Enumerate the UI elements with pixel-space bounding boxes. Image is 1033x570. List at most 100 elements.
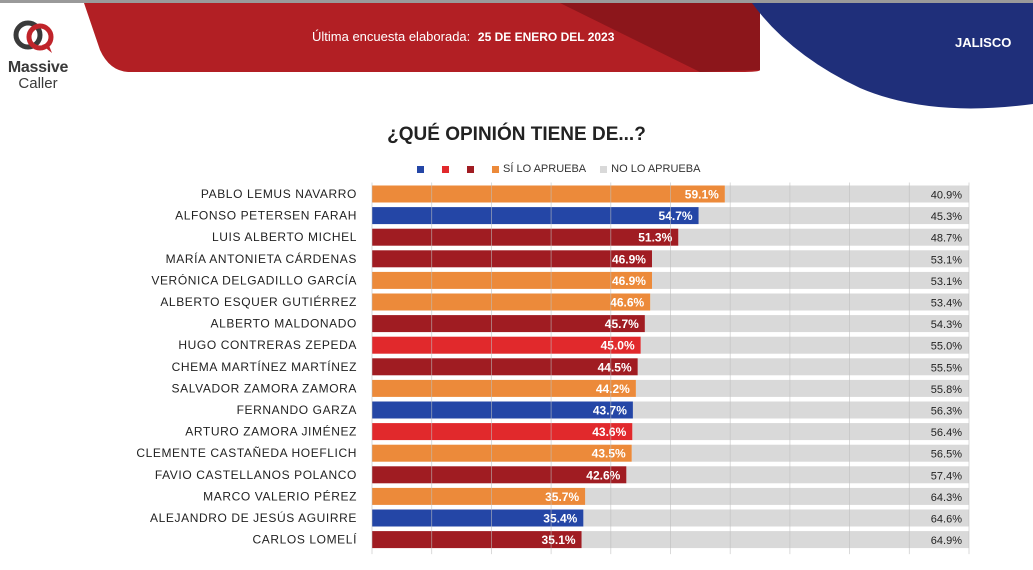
legend-item: SÍ LO APRUEBA — [492, 163, 586, 175]
category-label: MARÍA ANTONIETA CÁRDENAS — [166, 251, 357, 266]
disapprove-bar — [651, 271, 969, 289]
legend-item — [417, 165, 428, 173]
disapprove-bar — [640, 336, 969, 354]
approve-bar — [372, 250, 652, 268]
approve-bar — [372, 358, 638, 376]
approve-value-label: 43.6% — [592, 425, 626, 439]
approve-bar — [372, 401, 633, 419]
disapprove-bar — [678, 228, 969, 246]
banner-blue-shape — [752, 3, 1033, 109]
approve-bar — [372, 315, 645, 333]
legend-swatch — [492, 165, 499, 173]
legend-swatch — [417, 165, 424, 173]
disapprove-value-label: 53.4% — [931, 298, 962, 310]
disapprove-value-label: 55.5% — [931, 362, 962, 374]
disapprove-bar — [631, 444, 969, 462]
disapprove-bar — [651, 250, 969, 268]
disapprove-value-label: 55.8% — [931, 384, 962, 396]
disapprove-value-label: 56.4% — [931, 427, 962, 439]
disapprove-value-label: 55.0% — [931, 341, 962, 353]
legend-swatch — [467, 165, 474, 173]
disapprove-bar — [698, 207, 969, 225]
disapprove-bar — [585, 487, 969, 505]
approve-bar — [372, 293, 651, 311]
banner-red-shade — [560, 3, 760, 72]
top-border-line — [0, 0, 1033, 3]
logo-wordmark-line2: Caller — [18, 75, 58, 92]
disapprove-bar — [632, 401, 969, 419]
approve-value-label: 54.7% — [659, 209, 693, 223]
category-label: ALEJANDRO DE JESÚS AGUIRRE — [150, 510, 357, 525]
disapprove-bar — [650, 293, 969, 311]
category-label: MARCO VALERIO PÉREZ — [203, 488, 357, 503]
chart-title: ¿QUÉ OPINIÓN TIENE DE...? — [387, 124, 646, 145]
survey-date: 25 DE ENERO DEL 2023 — [477, 30, 615, 44]
approve-bar — [372, 207, 699, 225]
disapprove-value-label: 48.7% — [931, 233, 962, 245]
approve-value-label: 35.7% — [545, 490, 579, 504]
disapprove-value-label: 56.3% — [931, 406, 962, 418]
approve-value-label: 59.1% — [685, 188, 719, 202]
category-label: ALBERTO ESQUER GUTIÉRREZ — [160, 294, 357, 309]
approve-bar — [372, 487, 586, 505]
approve-bar — [372, 531, 582, 549]
disapprove-value-label: 45.3% — [931, 211, 962, 223]
approve-value-label: 46.9% — [612, 274, 646, 288]
survey-date-line: Última encuesta elaborada: 25 DE ENERO D… — [312, 29, 614, 44]
approve-value-label: 45.7% — [605, 317, 639, 331]
approve-value-label: 51.3% — [638, 231, 672, 245]
banner-red-shape — [84, 3, 760, 72]
approve-value-label: 46.9% — [612, 252, 646, 266]
header-banner — [84, 3, 1033, 109]
disapprove-bar — [583, 509, 969, 527]
legend-item — [467, 165, 478, 173]
legend-swatch — [600, 165, 608, 173]
approve-value-label: 46.6% — [610, 296, 644, 310]
category-label: FERNANDO GARZA — [237, 403, 357, 417]
category-label: CARLOS LOMELÍ — [253, 532, 358, 547]
category-label: SALVADOR ZAMORA ZAMORA — [172, 381, 357, 395]
approve-bar — [372, 444, 632, 462]
category-label: VERÓNICA DELGADILLO GARCÍA — [151, 272, 357, 287]
approve-value-label: 42.6% — [586, 468, 620, 482]
massive-caller-logo: Massive Caller — [2, 14, 74, 94]
approve-value-label: 35.4% — [543, 512, 577, 526]
approve-value-label: 44.5% — [598, 360, 632, 374]
approve-bar — [372, 509, 584, 527]
legend-label: SÍ LO APRUEBA — [503, 163, 587, 175]
disapprove-bar — [635, 379, 969, 397]
disapprove-value-label: 64.9% — [931, 535, 962, 547]
disapprove-value-label: 56.5% — [931, 449, 962, 461]
disapprove-value-label: 57.4% — [931, 470, 962, 482]
approve-bar — [372, 336, 641, 354]
category-label: LUIS ALBERTO MICHEL — [212, 230, 357, 244]
disapprove-value-label: 54.3% — [931, 319, 962, 331]
approve-bar — [372, 466, 627, 484]
category-label: HUGO CONTRERAS ZEPEDA — [178, 338, 357, 352]
approve-value-label: 43.7% — [593, 404, 627, 418]
disapprove-value-label: 53.1% — [931, 276, 962, 288]
approve-bar — [372, 185, 725, 203]
approve-bar — [372, 271, 652, 289]
category-label: CLEMENTE CASTAÑEDA HOEFLICH — [136, 446, 357, 460]
legend-item — [442, 165, 453, 173]
logo-wordmark-line1: Massive — [7, 59, 69, 76]
disapprove-value-label: 53.1% — [931, 254, 962, 266]
disapprove-bar — [632, 423, 969, 441]
disapprove-bar — [581, 531, 969, 549]
legend-item: NO LO APRUEBA — [600, 163, 700, 175]
legend-swatch — [442, 165, 449, 173]
region-label: JALISCO — [955, 35, 1012, 50]
approve-bar — [372, 423, 633, 441]
approve-value-label: 43.5% — [592, 447, 626, 461]
disapprove-bar — [626, 466, 969, 484]
approve-value-label: 35.1% — [542, 533, 576, 547]
approval-bar-chart: PABLO LEMUS NAVARRO 59.1% 40.9% ALFONSO PET… — [136, 182, 970, 555]
legend-label: NO LO APRUEBA — [611, 163, 701, 175]
approve-value-label: 44.2% — [596, 382, 630, 396]
category-label: PABLO LEMUS NAVARRO — [201, 187, 357, 201]
disapprove-value-label: 64.6% — [931, 514, 962, 526]
approve-bar — [372, 379, 636, 397]
category-label: FAVIO CASTELLANOS POLANCO — [155, 468, 357, 482]
disapprove-bar — [637, 358, 969, 376]
